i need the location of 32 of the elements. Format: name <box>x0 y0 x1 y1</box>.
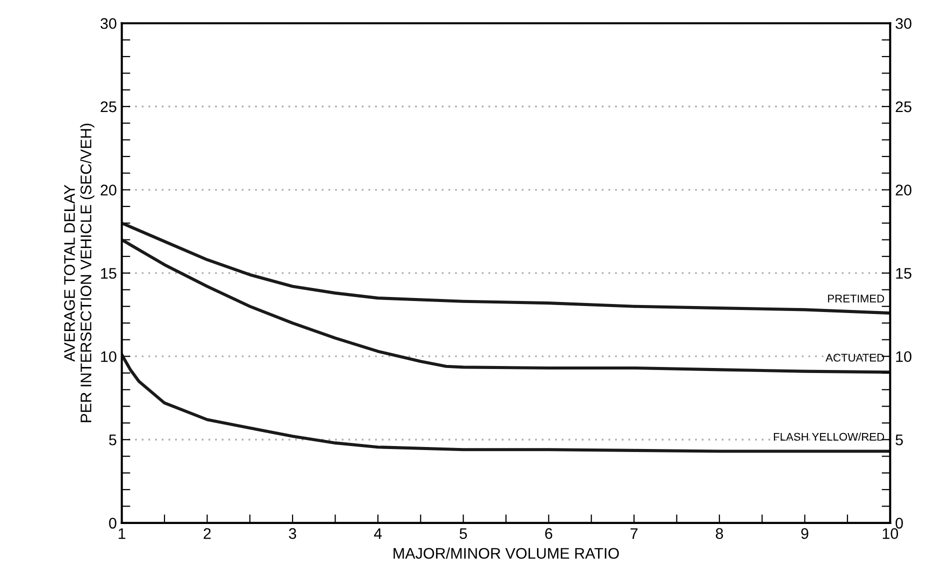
y-tick-label: 25 <box>100 101 116 112</box>
line-series <box>122 238 890 374</box>
y2-tick-label: 5 <box>896 434 903 446</box>
y2-tick-label: 0 <box>896 518 903 529</box>
x-tick-label: 9 <box>801 528 808 539</box>
x-tick-label: 4 <box>374 528 382 539</box>
x-axis-title: MAJOR/MINOR VOLUME RATIO <box>394 548 619 559</box>
x-tick-label: 6 <box>545 528 552 539</box>
y-axis-title: AVERAGE TOTAL DELAY PER INTERSECTION VEHICLE (SEC/VEH) <box>64 124 94 422</box>
series-label: ACTUATED <box>826 354 884 362</box>
x-tick-label: 8 <box>716 528 723 539</box>
x-tick-label: 1 <box>118 528 126 539</box>
y2-tick-label: 30 <box>896 18 912 29</box>
x-tick-label: 2 <box>204 528 211 539</box>
line-series <box>122 353 890 453</box>
x-tick-label: 3 <box>288 528 296 539</box>
y2-tick-label: 15 <box>896 268 912 279</box>
y-tick-label: 10 <box>101 351 116 362</box>
y-tick-label: 20 <box>100 184 116 196</box>
line-series <box>122 222 890 315</box>
y-tick-label: 0 <box>109 518 116 529</box>
x-tick-label: 5 <box>460 528 467 539</box>
series-label: FLASH YELLOW/RED <box>774 432 884 441</box>
y-tick-label: 30 <box>100 18 116 29</box>
x-tick-label: 10 <box>882 528 898 539</box>
y-tick-label: 15 <box>101 268 116 279</box>
series-label: PRETIMED <box>828 294 884 302</box>
y2-tick-label: 25 <box>896 101 912 112</box>
y2-tick-label: 20 <box>896 184 912 196</box>
x-tick-label: 7 <box>630 528 638 539</box>
y2-tick-label: 10 <box>896 351 912 362</box>
y-tick-label: 5 <box>109 434 116 446</box>
